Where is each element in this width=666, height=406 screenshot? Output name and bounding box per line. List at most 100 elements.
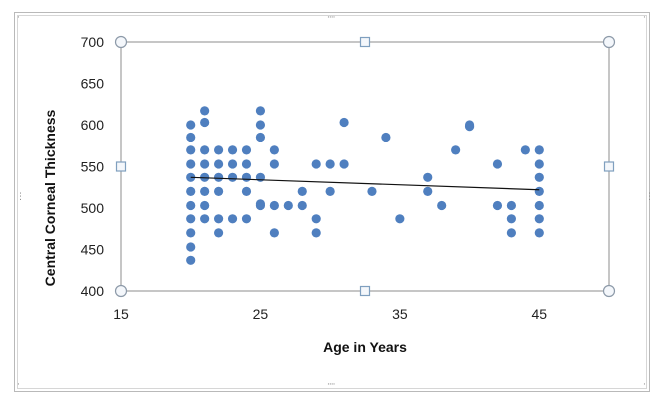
data-point bbox=[534, 214, 544, 224]
data-point bbox=[506, 200, 516, 211]
data-point bbox=[241, 145, 252, 155]
data-point bbox=[534, 172, 544, 182]
y-tick-label: 650 bbox=[81, 76, 105, 92]
x-tick-label: 25 bbox=[253, 306, 269, 322]
bottom-resize-grip-icon[interactable]: ···· bbox=[327, 380, 336, 390]
data-point bbox=[214, 186, 224, 196]
data-point bbox=[534, 159, 544, 169]
data-point bbox=[269, 228, 279, 238]
data-points bbox=[186, 106, 544, 265]
data-point bbox=[297, 200, 307, 211]
data-point bbox=[534, 186, 544, 196]
y-tick-label: 500 bbox=[81, 200, 105, 216]
data-point bbox=[214, 159, 224, 169]
data-point bbox=[186, 200, 196, 211]
x-tick-label: 45 bbox=[531, 306, 547, 322]
x-tick-label: 35 bbox=[392, 306, 408, 322]
data-point bbox=[311, 214, 321, 224]
data-point bbox=[241, 214, 252, 224]
data-point bbox=[423, 172, 433, 182]
data-point bbox=[200, 186, 210, 196]
data-point bbox=[423, 186, 433, 196]
data-point bbox=[506, 214, 516, 224]
side-resize-handle[interactable] bbox=[359, 285, 371, 297]
data-point bbox=[269, 145, 279, 155]
data-point bbox=[325, 186, 335, 196]
data-point bbox=[214, 172, 224, 182]
data-point bbox=[186, 132, 196, 143]
data-point bbox=[506, 228, 516, 238]
bottom-right-corner-grip-icon[interactable]: · bbox=[643, 380, 646, 390]
bottom-left-corner-grip-icon[interactable]: · bbox=[17, 380, 20, 390]
data-point bbox=[464, 120, 475, 130]
data-point bbox=[339, 117, 349, 128]
trendline bbox=[190, 176, 540, 191]
data-point bbox=[214, 228, 224, 238]
chart-window[interactable]: ···· ···· ⋮ ⋮ · · · · bbox=[14, 12, 654, 392]
data-point bbox=[451, 145, 461, 155]
data-point bbox=[200, 200, 210, 211]
selection-handles[interactable] bbox=[114, 35, 616, 298]
data-point bbox=[534, 228, 544, 238]
y-tick-label: 550 bbox=[81, 159, 105, 175]
top-right-corner-grip-icon[interactable]: · bbox=[643, 13, 646, 23]
data-point bbox=[255, 172, 266, 182]
data-point bbox=[227, 214, 238, 224]
data-point bbox=[200, 159, 210, 169]
data-point bbox=[186, 228, 196, 238]
data-point bbox=[186, 242, 196, 252]
y-tick-label: 400 bbox=[81, 283, 105, 299]
data-point bbox=[186, 145, 196, 155]
data-point bbox=[227, 145, 238, 155]
data-point bbox=[214, 214, 224, 224]
top-resize-grip-icon[interactable]: ···· bbox=[327, 13, 336, 23]
side-resize-handle[interactable] bbox=[115, 161, 127, 172]
data-point bbox=[186, 214, 196, 224]
data-point bbox=[311, 228, 321, 238]
trendline-segment bbox=[190, 176, 540, 191]
data-point bbox=[227, 172, 238, 182]
data-point bbox=[269, 159, 279, 169]
data-point bbox=[534, 200, 544, 211]
data-point bbox=[186, 172, 196, 182]
data-point bbox=[534, 145, 544, 155]
x-axis-title: Age in Years bbox=[323, 339, 407, 355]
data-point bbox=[186, 159, 196, 169]
y-tick-label: 700 bbox=[81, 34, 105, 50]
data-point bbox=[492, 200, 503, 211]
corner-resize-handle[interactable] bbox=[602, 35, 616, 49]
data-point bbox=[269, 200, 279, 211]
data-point bbox=[186, 186, 196, 196]
corner-resize-handle[interactable] bbox=[114, 284, 128, 298]
data-point bbox=[492, 159, 503, 169]
data-point bbox=[200, 106, 210, 116]
data-point bbox=[283, 200, 293, 211]
side-resize-handle[interactable] bbox=[359, 36, 371, 48]
y-tick-label: 450 bbox=[81, 242, 105, 258]
data-point bbox=[325, 159, 335, 169]
data-point bbox=[311, 159, 321, 169]
data-point bbox=[227, 159, 238, 169]
data-point bbox=[241, 172, 252, 182]
y-tick-label: 600 bbox=[81, 117, 105, 133]
data-point bbox=[367, 186, 377, 196]
data-point bbox=[520, 145, 530, 155]
data-point bbox=[255, 106, 266, 116]
data-point bbox=[241, 186, 252, 196]
y-axis-title: Central Corneal Thickness bbox=[42, 109, 58, 286]
data-point bbox=[186, 120, 196, 130]
axes: 400 450 500 550 600 650 700 15 25 35 45 bbox=[81, 34, 548, 322]
data-point bbox=[200, 214, 210, 224]
data-point bbox=[395, 214, 405, 224]
corner-resize-handle[interactable] bbox=[602, 284, 616, 298]
data-point bbox=[437, 200, 447, 211]
top-left-corner-grip-icon[interactable]: · bbox=[17, 13, 20, 23]
side-resize-handle[interactable] bbox=[603, 161, 615, 172]
data-point bbox=[241, 159, 252, 169]
data-point bbox=[297, 186, 307, 196]
data-point bbox=[200, 117, 210, 128]
data-point bbox=[186, 255, 196, 265]
corner-resize-handle[interactable] bbox=[114, 35, 128, 49]
data-point bbox=[255, 199, 266, 209]
